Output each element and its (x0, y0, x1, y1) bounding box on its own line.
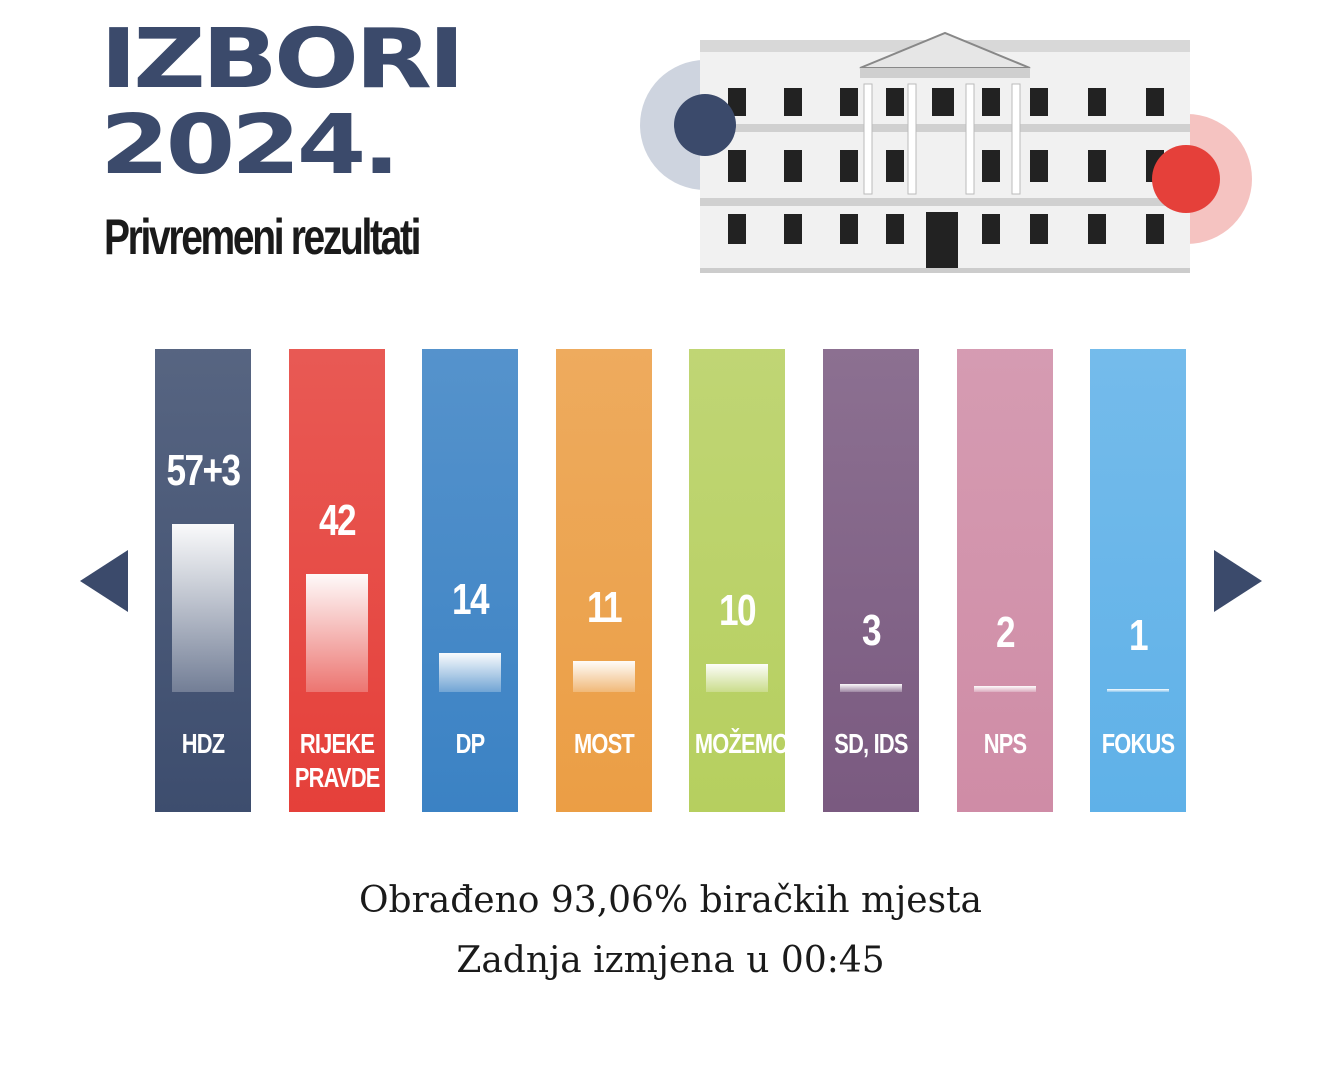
party-name-label: HDZ (181, 728, 225, 759)
party-column[interactable]: 11 MOST (556, 349, 652, 812)
seat-bar (573, 661, 635, 692)
next-arrow-icon[interactable] (1214, 550, 1262, 612)
party-name-label: NPS (983, 728, 1027, 759)
party-name-label: RIJEKE PRAVDE (294, 728, 381, 793)
seat-count-label: 14 (452, 575, 490, 624)
decor-circle-red (1152, 145, 1220, 213)
seat-bar (840, 684, 902, 692)
party-column[interactable]: 3 SD, IDS (823, 349, 919, 812)
seat-count-label: 2 (996, 608, 1016, 657)
party-name-label: MOŽEMO! (694, 728, 796, 759)
party-name-label: DP (455, 728, 486, 759)
seat-bar (974, 686, 1036, 692)
seat-bar (1107, 689, 1169, 692)
seat-bar (706, 664, 768, 692)
seat-count-label: 11 (586, 583, 623, 632)
previous-arrow-icon[interactable] (80, 550, 128, 612)
parliament-building-image (700, 31, 1190, 273)
processed-status-text: Obrađeno 93,06% biračkih mjesta (359, 880, 982, 921)
party-name-label: MOST (574, 728, 635, 759)
party-column[interactable]: 1 FOKUS (1090, 349, 1186, 812)
party-column[interactable]: 2 NPS (957, 349, 1053, 812)
party-column[interactable]: 10 MOŽEMO! (689, 349, 796, 812)
seat-count-label: 10 (719, 586, 757, 635)
title-year: 2024. (100, 96, 400, 193)
party-column[interactable]: 57+3 HDZ (155, 349, 251, 812)
seat-bar (172, 524, 234, 692)
last-update-text: Zadnja izmjena u 00:45 (456, 940, 885, 981)
seat-count-label: 42 (319, 496, 357, 545)
seat-bar (306, 574, 368, 692)
decor-circle-blue (674, 94, 736, 156)
title-izbori: IZBORI (100, 10, 465, 107)
party-name-label: FOKUS (1101, 728, 1175, 759)
party-column[interactable]: 14 DP (422, 349, 518, 812)
party-name-label: SD, IDS (834, 728, 908, 759)
party-column[interactable]: 42 RIJEKE PRAVDE (289, 349, 385, 812)
seat-count-label: 1 (1129, 611, 1149, 660)
page-subtitle: Privremeni rezultati (104, 209, 422, 265)
title-block: IZBORI 2024. (100, 18, 520, 204)
seat-count-label: 57+3 (166, 446, 241, 495)
seat-count-label: 3 (862, 606, 882, 655)
seat-bar (439, 653, 501, 692)
